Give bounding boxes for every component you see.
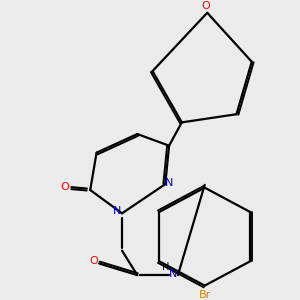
Text: N: N (169, 269, 178, 279)
Text: N: N (165, 178, 174, 188)
Text: O: O (90, 256, 98, 266)
Text: Br: Br (199, 290, 211, 300)
Text: O: O (61, 182, 69, 192)
Text: O: O (202, 1, 210, 11)
Text: N: N (113, 206, 121, 215)
Text: H: H (162, 262, 169, 272)
